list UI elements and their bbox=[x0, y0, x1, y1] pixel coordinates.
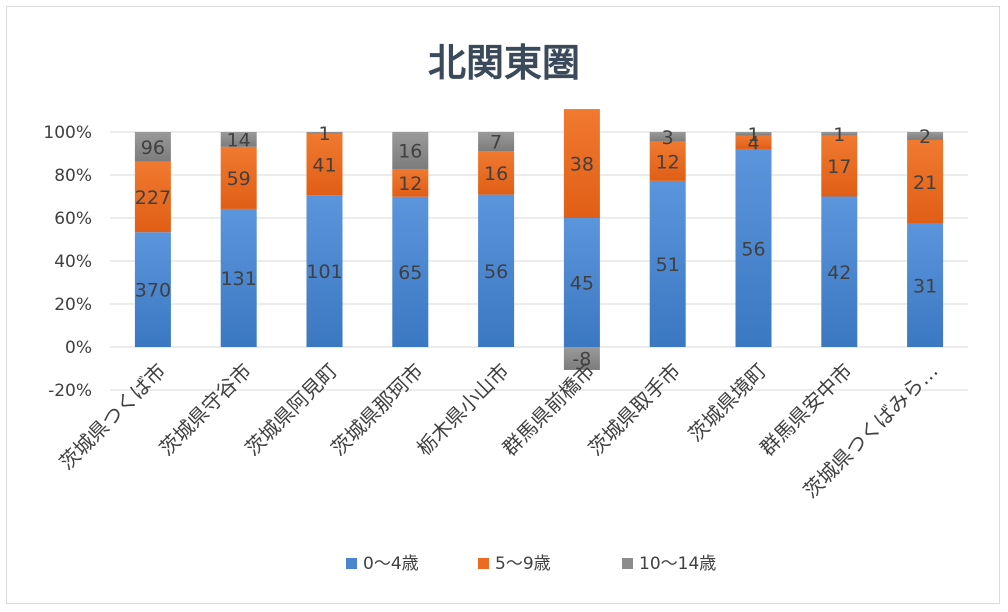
legend-label: 10〜14歳 bbox=[639, 554, 716, 574]
data-label: 38 bbox=[570, 154, 594, 176]
bar-segment bbox=[306, 195, 343, 347]
data-label: 14 bbox=[227, 129, 251, 151]
bar-segment bbox=[478, 194, 515, 347]
data-label: 7 bbox=[490, 132, 502, 154]
data-label: 227 bbox=[135, 187, 171, 209]
data-label: 42 bbox=[827, 262, 851, 284]
bar-segment bbox=[821, 132, 858, 136]
legend-label: 0〜4歳 bbox=[363, 554, 419, 574]
bar-segment bbox=[821, 135, 858, 197]
data-label: 56 bbox=[741, 238, 765, 260]
y-tick-label: 20% bbox=[54, 295, 92, 315]
data-label: 12 bbox=[656, 151, 680, 173]
legend-swatch bbox=[346, 558, 357, 569]
chart-title: 北関東圏 bbox=[428, 41, 580, 85]
bar-segment bbox=[907, 223, 944, 347]
data-label: 65 bbox=[398, 262, 422, 284]
y-tick-label: -20% bbox=[48, 381, 92, 401]
data-label: 4 bbox=[747, 133, 759, 155]
x-axis-categories: 茨城県つくば市茨城県守谷市茨城県阿見町茨城県那珂市栃木県小山市群馬県前橋市茨城県… bbox=[54, 359, 942, 503]
bar-segment bbox=[306, 133, 343, 196]
data-label: 45 bbox=[570, 273, 594, 295]
data-label: 21 bbox=[913, 172, 937, 194]
bar-segment bbox=[220, 208, 257, 347]
bar-segment bbox=[392, 196, 429, 347]
y-tick-label: 80% bbox=[54, 166, 92, 186]
data-label: 96 bbox=[141, 137, 165, 159]
category-label: 茨城県境町 bbox=[683, 359, 771, 447]
data-label: 1 bbox=[747, 124, 759, 146]
y-tick-label: 100% bbox=[43, 123, 92, 143]
bar-segment bbox=[563, 109, 600, 218]
data-label: 101 bbox=[306, 261, 342, 283]
bar-segment bbox=[220, 132, 257, 147]
legend: 0〜4歳 5〜9歳 10〜14歳 bbox=[346, 554, 716, 574]
bar-segment bbox=[478, 151, 515, 195]
bar-segment bbox=[134, 132, 171, 162]
data-label: 16 bbox=[484, 163, 508, 185]
bar-segment bbox=[478, 132, 515, 152]
bar-segment bbox=[306, 132, 343, 134]
y-tick-label: 40% bbox=[54, 252, 92, 272]
data-label: 3 bbox=[662, 127, 674, 149]
legend-swatch bbox=[622, 558, 633, 569]
y-tick-label: 0% bbox=[65, 338, 92, 358]
bar-segment bbox=[907, 132, 944, 140]
data-label: 59 bbox=[227, 168, 251, 190]
legend-label: 5〜9歳 bbox=[495, 554, 551, 574]
bar-segment bbox=[735, 135, 772, 150]
data-label: 16 bbox=[398, 140, 422, 162]
data-label: 31 bbox=[913, 275, 937, 297]
data-labels: 370227961315914101411651216561674538-851… bbox=[135, 123, 937, 371]
y-axis-ticks: -20% 0% 20% 40% 60% 80% 100% bbox=[43, 123, 92, 401]
bar-segment bbox=[220, 146, 257, 209]
bar-segment bbox=[821, 196, 858, 347]
category-label: 茨城県取手市 bbox=[583, 359, 685, 461]
data-label: 51 bbox=[656, 254, 680, 276]
y-tick-label: 60% bbox=[54, 209, 92, 229]
data-label: 56 bbox=[484, 261, 508, 283]
data-label: 1 bbox=[833, 124, 845, 146]
bar-segment bbox=[134, 232, 171, 347]
bar-segment bbox=[392, 132, 429, 169]
bar-segment bbox=[649, 132, 686, 142]
data-label: 2 bbox=[919, 126, 931, 148]
data-label: 370 bbox=[135, 280, 171, 302]
bar-segment bbox=[735, 132, 772, 136]
bar-segment bbox=[907, 139, 944, 224]
bar-segment bbox=[563, 347, 600, 370]
bar-segment bbox=[134, 161, 171, 233]
legend-swatch bbox=[478, 558, 489, 569]
data-label: 17 bbox=[827, 156, 851, 178]
data-label: 131 bbox=[221, 268, 257, 290]
bar-segment bbox=[563, 218, 600, 347]
bars bbox=[134, 109, 944, 370]
data-label: 1 bbox=[318, 123, 330, 145]
category-label: 茨城県つくば市 bbox=[54, 359, 170, 475]
bar-segment bbox=[649, 180, 686, 347]
bar-segment bbox=[735, 149, 772, 347]
data-label: 12 bbox=[398, 173, 422, 195]
bar-segment bbox=[392, 168, 429, 197]
data-label: -8 bbox=[572, 348, 591, 370]
data-label: 41 bbox=[312, 154, 336, 176]
bar-segment bbox=[649, 141, 686, 181]
